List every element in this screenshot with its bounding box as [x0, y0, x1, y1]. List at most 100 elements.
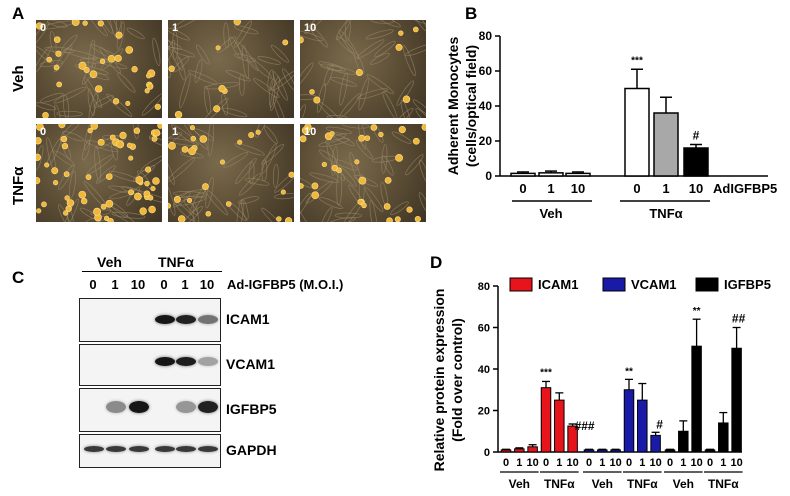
monocyte-cell: [115, 31, 123, 39]
legend-swatch-icam1: [509, 277, 533, 292]
monocyte-cell: [151, 135, 158, 142]
fibroblast-cell: [53, 44, 73, 73]
fibroblast-cell: [272, 96, 287, 118]
bar-vcam1-0: [583, 449, 595, 453]
panel-b-label: B: [465, 4, 478, 23]
monocyte-cell: [147, 195, 154, 201]
monocyte-cell: [364, 135, 371, 141]
blot-lane-label: 0: [89, 277, 97, 292]
monocyte-cell: [412, 137, 420, 145]
fibroblast-cell: [141, 92, 162, 116]
micrograph-veh-10: 10: [300, 20, 426, 118]
x-tick-label: 10: [690, 457, 702, 469]
fibroblast-cell: [304, 20, 330, 34]
fibroblast-cell: [168, 137, 200, 147]
fibroblast-cell: [46, 20, 68, 28]
fibroblast-cell: [194, 59, 203, 84]
monocyte-cell: [313, 96, 321, 104]
fibroblast-cell: [196, 44, 210, 65]
y-tick-label: 60: [478, 323, 490, 335]
fibroblast-cell: [53, 104, 62, 118]
group-label: TNFα: [627, 477, 658, 491]
fibroblast-cell: [117, 72, 136, 93]
monocyte-cell: [276, 216, 282, 222]
y-axis-title-line1: Relative protein expression: [431, 289, 447, 472]
monocyte-cell: [126, 142, 133, 149]
fibroblast-cell: [267, 69, 274, 91]
monocyte-cell: [168, 65, 175, 72]
fibroblast-cell: [365, 29, 394, 40]
monocyte-cell: [109, 134, 116, 141]
monocyte-cell: [95, 85, 103, 93]
blot-lane-suffix: Ad-IGFBP5 (M.O.I.): [227, 277, 344, 292]
fibroblast-cell: [404, 154, 424, 176]
x-tick-label: 10: [730, 457, 742, 469]
bar-vcam1-1: [597, 449, 608, 453]
x-tick-label: 10: [526, 457, 538, 469]
blot-band: [155, 446, 175, 452]
fibroblast-cell: [39, 92, 64, 103]
panel-d-label: D: [430, 253, 443, 272]
fibroblast-cell: [174, 201, 196, 222]
fibroblast-cell: [380, 181, 389, 207]
fibroblast-cell: [334, 159, 358, 171]
monocyte-cell: [71, 20, 80, 27]
y-tick-label: 20: [479, 134, 493, 148]
fibroblast-cell: [339, 93, 361, 118]
significance-stars: ***: [631, 55, 643, 66]
fibroblast-cell: [357, 39, 385, 59]
fibroblast-cell: [381, 155, 394, 176]
monocyte-cell: [168, 202, 172, 209]
fibroblast-cell: [404, 43, 426, 57]
fibroblast-cell: [236, 41, 259, 71]
fibroblast-cell: [221, 93, 229, 116]
fibroblast-cell: [419, 159, 426, 185]
x-tick-label: 0: [667, 457, 673, 469]
monocyte-cell: [354, 159, 360, 165]
fibroblast-cell: [318, 137, 350, 147]
fibroblast-cell: [56, 110, 83, 117]
y-axis-title-line2: (cells/optical field): [463, 45, 479, 167]
fibroblast-cell: [223, 22, 230, 49]
fibroblast-cell: [325, 133, 347, 144]
fibroblast-cell: [233, 53, 257, 62]
monocyte-cell: [213, 105, 221, 113]
fibroblast-cell: [335, 20, 350, 41]
blot-band: [106, 446, 126, 452]
monocyte-cell: [60, 135, 68, 143]
blot-lane-label: 1: [181, 277, 189, 292]
monocyte-cell: [394, 216, 401, 222]
blot-band: [176, 356, 196, 366]
fibroblast-cell: [94, 146, 101, 183]
monocyte-cell: [128, 189, 135, 196]
monocyte-cell: [219, 159, 226, 165]
fibroblast-cell: [216, 36, 237, 53]
fibroblast-cell: [300, 192, 312, 219]
monocyte-cell: [64, 195, 70, 201]
x-tick-label: 1: [680, 457, 686, 469]
fibroblast-cell: [233, 25, 259, 35]
monocyte-cell: [36, 208, 42, 214]
monocyte-cell: [144, 180, 150, 187]
micrograph-dose-label: 10: [304, 22, 317, 34]
fibroblast-cell: [68, 170, 77, 199]
micrograph-texture: [168, 20, 294, 118]
monocyte-cell: [150, 185, 156, 192]
monocyte-cell: [112, 98, 120, 105]
monocyte-cell: [358, 176, 367, 185]
y-tick-label: 60: [479, 64, 493, 78]
fibroblast-cell: [168, 183, 176, 216]
monocyte-cell: [412, 26, 419, 33]
fibroblast-cell: [248, 57, 273, 79]
monocyte-cell: [146, 73, 152, 79]
legend-label-vcam1: VCAM1: [631, 277, 677, 292]
fibroblast-cell: [355, 140, 373, 160]
x-tick-label: 0: [586, 457, 592, 469]
fibroblast-cell: [238, 173, 262, 196]
monocyte-cell: [116, 140, 125, 149]
x-tick-label: 0: [626, 457, 632, 469]
y-tick-label: 40: [478, 364, 490, 376]
monocyte-cell: [248, 131, 255, 139]
fibroblast-cell: [87, 39, 96, 75]
blot-band: [106, 401, 126, 413]
